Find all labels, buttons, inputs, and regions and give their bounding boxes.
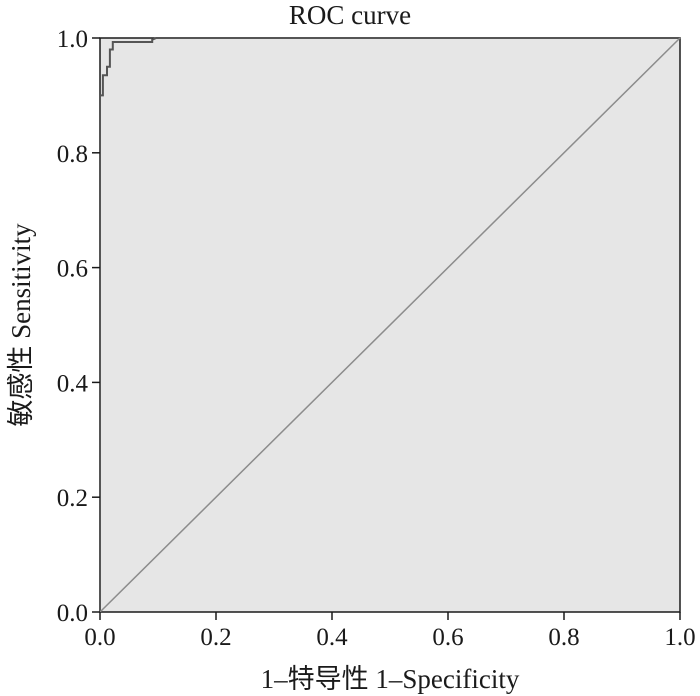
chart-title: ROC curve — [289, 0, 411, 30]
roc-curve-line — [99, 37, 680, 612]
chart-title-text: ROC curve — [289, 0, 411, 30]
y-axis-label: 敏感性 Sensitivity — [6, 223, 36, 427]
x-tick-label: 0.4 — [316, 624, 348, 651]
x-tick-label: 0.8 — [548, 624, 579, 651]
y-tick-label: 0.4 — [57, 370, 89, 397]
x-tick-label: 0.0 — [84, 624, 115, 651]
reference-diagonal-line — [99, 37, 681, 613]
x-tick-label: 0.6 — [432, 624, 463, 651]
y-tick-label: 0.6 — [57, 256, 88, 283]
series-layer — [99, 37, 681, 613]
y-tick-label: 0.2 — [57, 485, 88, 512]
x-tick-label: 1.0 — [664, 624, 695, 651]
x-tick-label: 0.2 — [200, 624, 231, 651]
y-tick-label: 0.8 — [57, 141, 88, 168]
x-axis-label: 1–特导性 1–Specificity — [261, 664, 520, 694]
y-axis: 0.0 0.2 0.4 0.6 0.8 1.0 — [57, 26, 100, 627]
y-tick-label: 1.0 — [57, 26, 88, 53]
x-axis: 0.0 0.2 0.4 0.6 0.8 1.0 — [84, 612, 696, 651]
y-tick-label: 0.0 — [57, 600, 88, 627]
